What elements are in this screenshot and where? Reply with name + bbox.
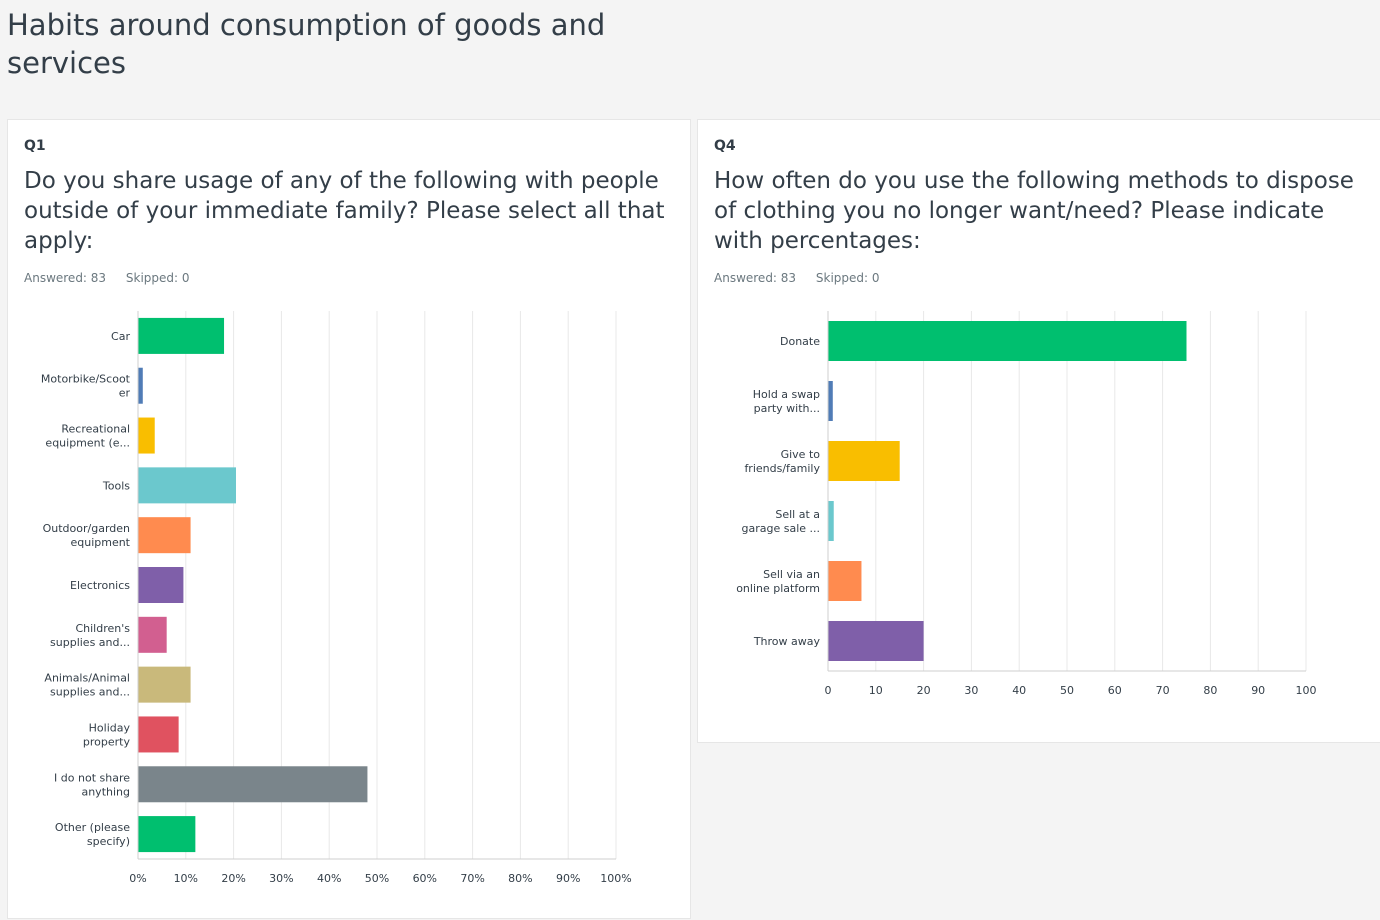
question-text: Do you share usage of any of the followi… [24, 168, 665, 254]
bar [828, 441, 900, 481]
x-tick-label: 30% [269, 872, 293, 885]
category-label: Throw away [753, 635, 821, 648]
question-number: Q1 [24, 138, 46, 154]
bar [138, 716, 179, 753]
category-label: Animals/Animal [44, 672, 130, 685]
bar [138, 467, 236, 504]
bar [138, 666, 191, 703]
answered-count: Answered: 83 [24, 271, 107, 285]
category-label: Sell at a [775, 508, 820, 521]
x-tick-label: 50 [1060, 684, 1074, 697]
x-tick-label: 100 [1296, 684, 1317, 697]
x-tick-label: 80 [1203, 684, 1217, 697]
category-label: equipment (e... [45, 437, 130, 450]
x-tick-label: 70% [460, 872, 484, 885]
x-tick-label: 10% [174, 872, 198, 885]
x-tick-label: 20 [917, 684, 931, 697]
bar [138, 567, 184, 603]
bar [138, 816, 196, 853]
category-label: Hold a swap [753, 388, 820, 401]
category-label: Holiday [89, 721, 131, 734]
question-card-q4: Q4 How often do you use the following me… [697, 119, 1380, 743]
category-label: equipment [70, 536, 130, 549]
category-label: Recreational [61, 423, 130, 436]
category-label: Donate [780, 335, 820, 348]
category-label: specify) [87, 835, 130, 848]
x-tick-label: 90% [556, 872, 580, 885]
question-number: Q4 [714, 138, 736, 154]
category-label: party with... [754, 402, 820, 415]
bar [138, 616, 167, 653]
x-tick-label: 20% [221, 872, 245, 885]
x-tick-label: 100% [600, 872, 631, 885]
x-tick-label: 40 [1012, 684, 1026, 697]
x-tick-label: 80% [508, 872, 532, 885]
page-title: Habits around consumption of goods and s… [7, 8, 606, 80]
bar [138, 766, 368, 803]
response-stats: Answered: 83 Skipped: 0 [24, 271, 206, 285]
category-label: Sell via an [763, 568, 820, 581]
x-tick-label: 0 [825, 684, 832, 697]
category-label: Electronics [70, 579, 130, 592]
bar [138, 517, 191, 554]
bar [828, 621, 924, 661]
category-label: Outdoor/garden [43, 522, 130, 535]
x-tick-label: 40% [317, 872, 341, 885]
category-label: I do not share [54, 771, 130, 784]
x-tick-label: 60 [1108, 684, 1122, 697]
category-label: Children's [75, 622, 130, 635]
bar [828, 561, 862, 601]
question-card-q1: Q1 Do you share usage of any of the foll… [7, 119, 691, 919]
skipped-count: Skipped: 0 [125, 271, 190, 285]
q1-bar-chart: CarMotorbike/ScooterRecreationalequipmen… [41, 311, 632, 885]
category-label: garage sale ... [741, 522, 820, 535]
bar [138, 317, 225, 354]
answered-count: Answered: 83 [714, 271, 797, 285]
x-tick-label: 0% [129, 872, 146, 885]
category-label: supplies and... [50, 686, 130, 699]
bar [828, 501, 834, 541]
category-label: Tools [102, 479, 130, 492]
bar [828, 381, 833, 421]
category-label: Motorbike/Scoot [41, 373, 131, 386]
category-label: supplies and... [50, 636, 130, 649]
x-tick-label: 50% [365, 872, 389, 885]
category-label: Give to [781, 448, 821, 461]
bar [138, 417, 155, 454]
category-label: online platform [736, 582, 820, 595]
category-label: er [119, 387, 131, 400]
x-tick-label: 70 [1156, 684, 1170, 697]
category-label: anything [81, 785, 130, 798]
bar [828, 321, 1187, 361]
category-label: Other (please [55, 821, 130, 834]
x-tick-label: 60% [413, 872, 437, 885]
response-stats: Answered: 83 Skipped: 0 [714, 271, 896, 285]
skipped-count: Skipped: 0 [815, 271, 880, 285]
x-tick-label: 30 [964, 684, 978, 697]
category-label: friends/family [744, 462, 820, 475]
bar [138, 367, 143, 404]
category-label: Car [111, 330, 130, 343]
x-tick-label: 90 [1251, 684, 1265, 697]
x-tick-label: 10 [869, 684, 883, 697]
question-text: How often do you use the following metho… [714, 168, 1354, 254]
category-label: property [83, 735, 131, 748]
